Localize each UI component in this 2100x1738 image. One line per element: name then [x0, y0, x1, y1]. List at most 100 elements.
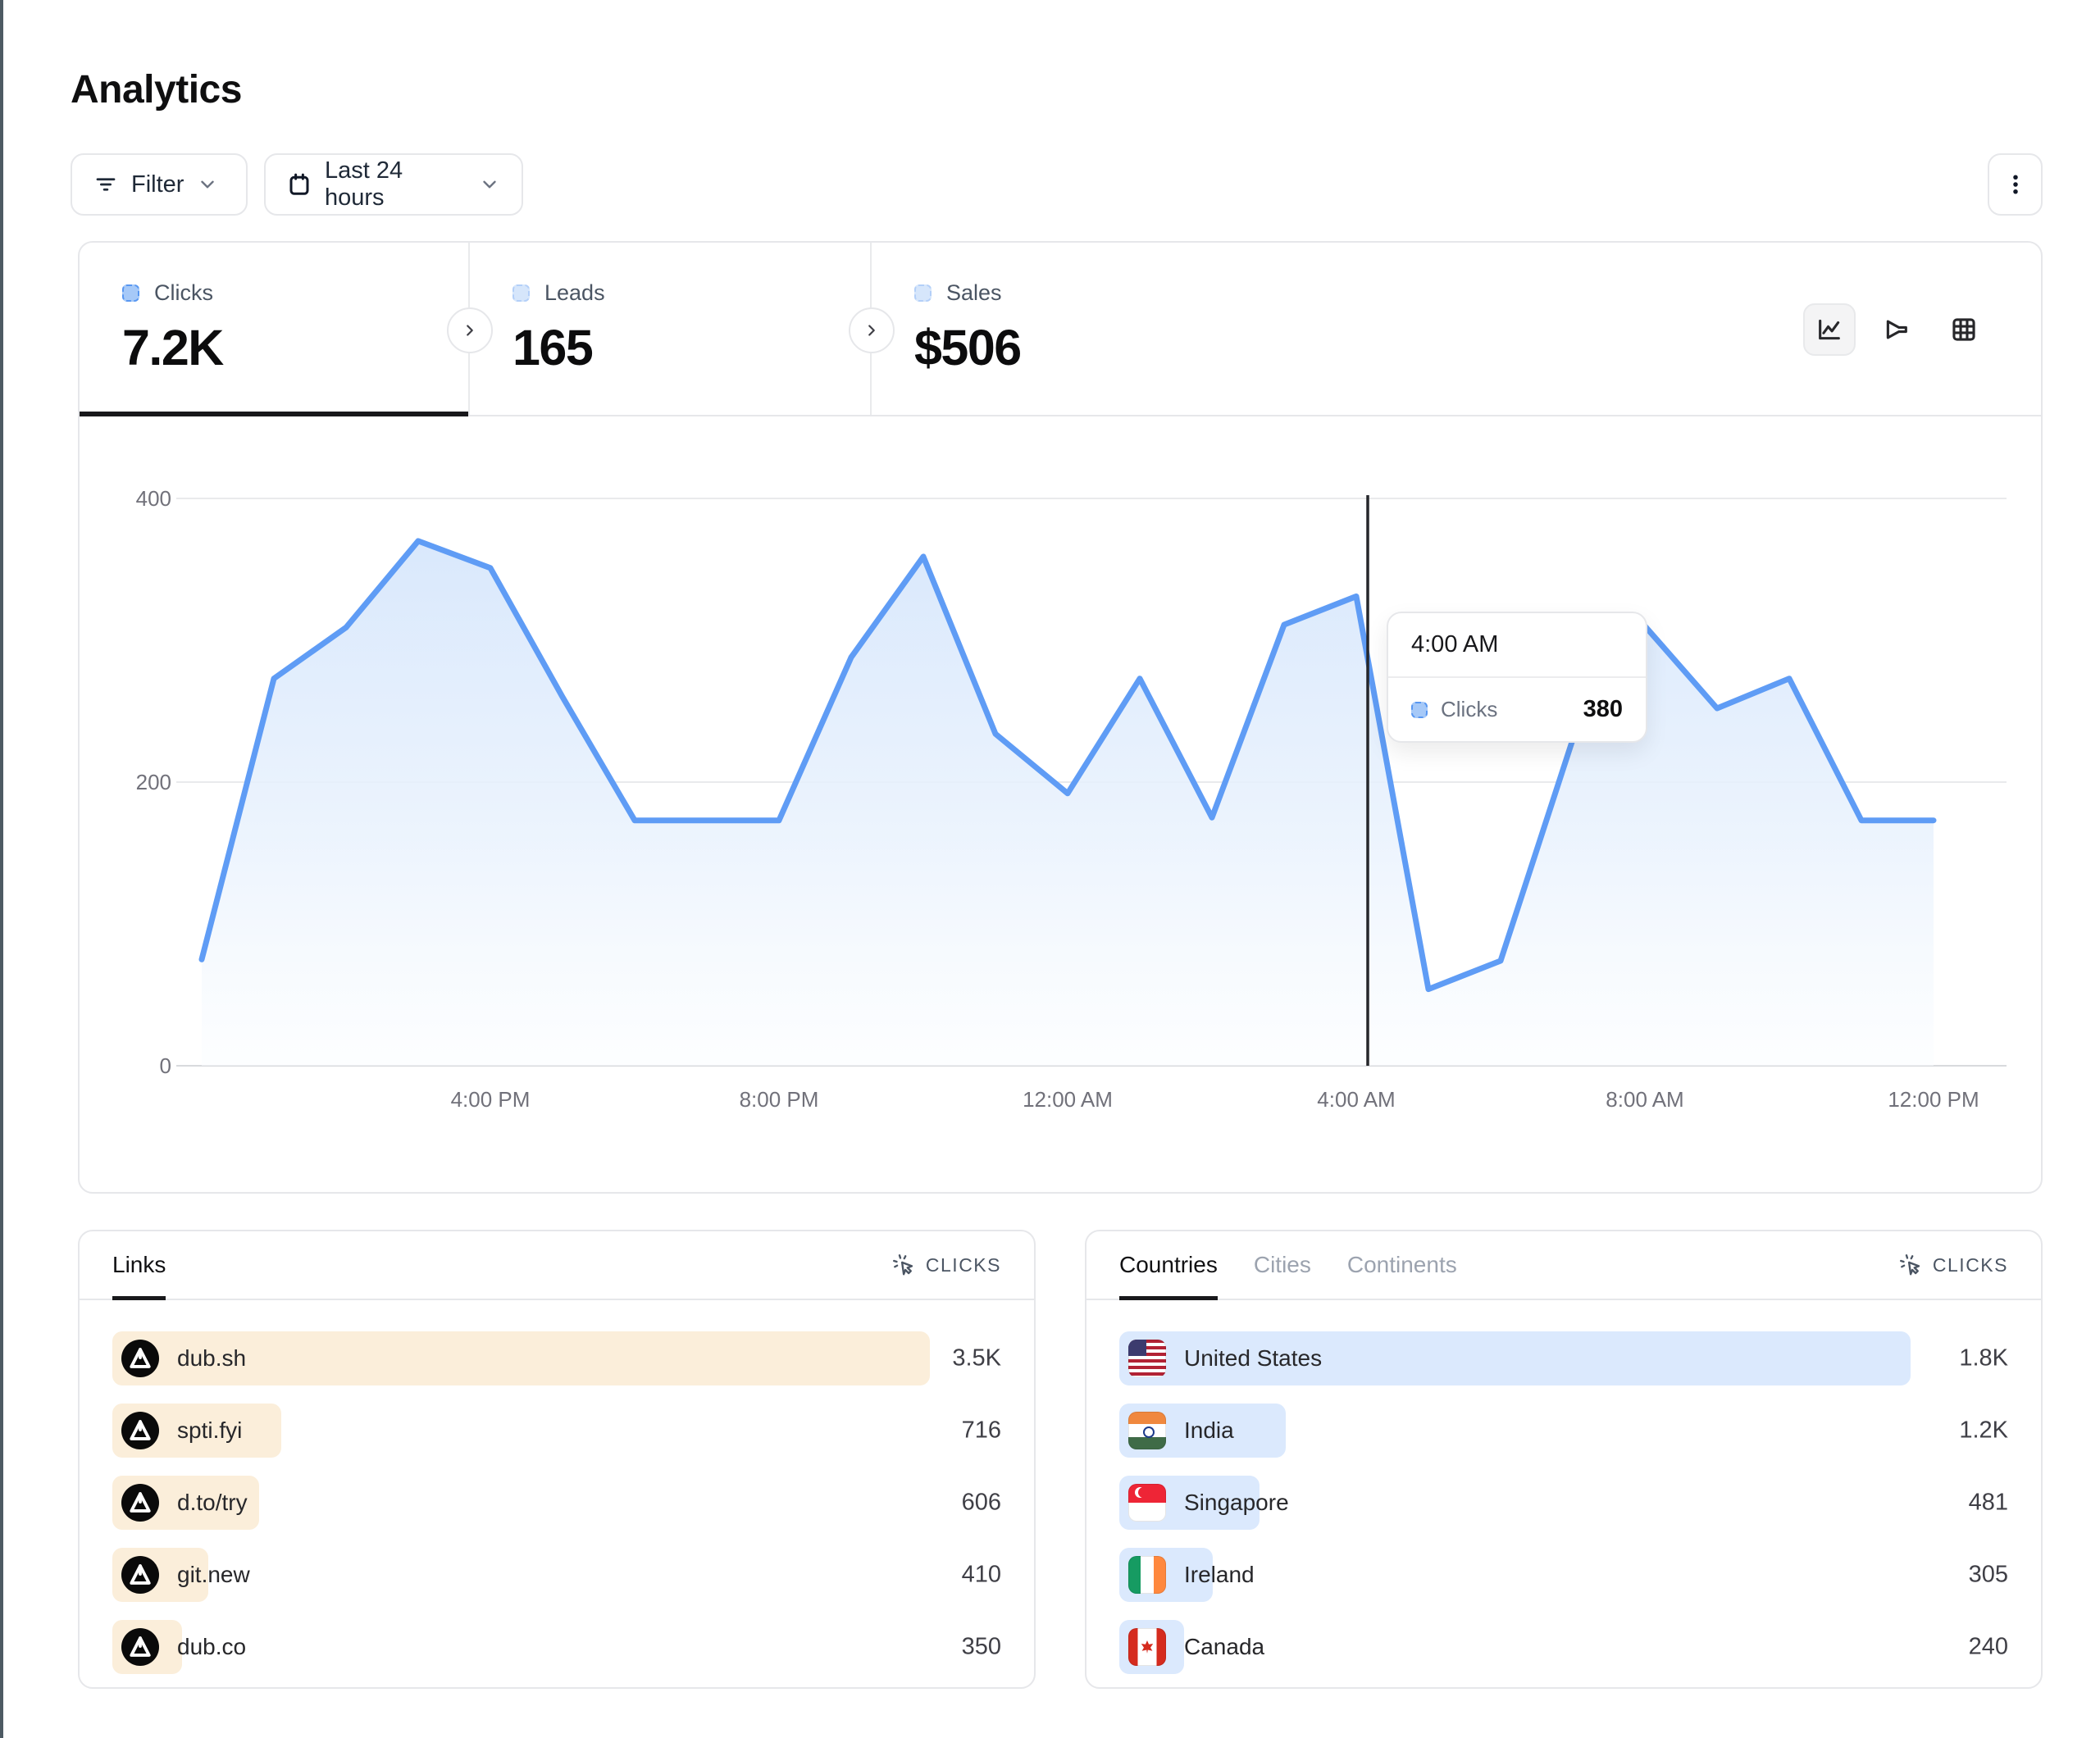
link-row-value: 606 [961, 1489, 1001, 1516]
flag-sg-icon [1128, 1484, 1166, 1522]
flag-in-icon [1128, 1412, 1166, 1449]
calendar-icon [287, 172, 312, 197]
geo-row[interactable]: India 1.2K [1119, 1404, 2008, 1458]
tab-continents[interactable]: Continents [1347, 1231, 1457, 1299]
geo-row[interactable]: Ireland 305 [1119, 1548, 2008, 1602]
line-chart-icon [1819, 319, 1840, 340]
tab-label: Cities [1253, 1252, 1311, 1277]
link-row-bar [112, 1331, 931, 1385]
link-row-value: 410 [961, 1561, 1001, 1588]
tab-cities[interactable]: Cities [1254, 1231, 1311, 1299]
date-range-button[interactable]: Last 24 hours [264, 153, 523, 216]
geo-row-bar [1119, 1331, 1911, 1385]
flag-us-icon [1128, 1340, 1166, 1377]
tab-label: Continents [1346, 1252, 1457, 1277]
link-row[interactable]: d.to/try 606 [112, 1476, 1001, 1530]
links-metric-selector[interactable]: CLICKS [891, 1231, 1001, 1299]
x-axis-label: 12:00 PM [1888, 1087, 1979, 1112]
link-row-value: 3.5K [952, 1344, 1001, 1372]
analytics-card: Clicks 7.2K Leads 165 Sales $506 [78, 241, 2043, 1194]
tooltip-value: 380 [1583, 696, 1623, 722]
clicks-series-marker [1411, 701, 1428, 718]
cursor-click-icon [1898, 1253, 1923, 1277]
geo-row-value: 240 [1968, 1633, 2008, 1660]
link-row-value: 350 [961, 1633, 1001, 1660]
geo-row[interactable]: United States 1.8K [1119, 1331, 2008, 1385]
window-left-edge [0, 0, 3, 1738]
geo-row-name: Ireland [1184, 1562, 1255, 1587]
active-tab-underline [80, 412, 468, 416]
clicks-series-marker [122, 284, 139, 302]
line-chart-view-button[interactable] [1803, 303, 1856, 356]
link-row-name: git.new [177, 1562, 250, 1587]
geo-row-value: 1.2K [1959, 1417, 2008, 1444]
tooltip-time: 4:00 AM [1388, 613, 1646, 678]
link-row-name: dub.sh [177, 1345, 247, 1371]
geo-row-value: 1.8K [1959, 1344, 2008, 1372]
funnel-view-button[interactable] [1870, 303, 1923, 356]
geo-row[interactable]: Canada 240 [1119, 1620, 2008, 1674]
tab-clicks[interactable]: Clicks 7.2K [80, 243, 470, 416]
sales-value: $506 [914, 320, 1022, 375]
stat-label: Sales [946, 280, 1002, 305]
geo-row-name: Canada [1184, 1634, 1265, 1659]
page-title: Analytics [71, 68, 242, 111]
geo-panel: Countries Cities Continents CLICKS Unite… [1085, 1230, 2043, 1689]
chart-tooltip: 4:00 AM Clicks 380 [1387, 612, 1647, 743]
link-row[interactable]: git.new 410 [112, 1548, 1001, 1602]
link-row[interactable]: spti.fyi 716 [112, 1404, 1001, 1458]
x-axis-label: 8:00 AM [1606, 1087, 1683, 1112]
chart-view-toggles [1803, 303, 1990, 356]
cursor-click-icon [891, 1253, 916, 1277]
tab-links[interactable]: Links [112, 1231, 166, 1300]
y-axis-label: 200 [136, 770, 171, 794]
stat-chevron-button[interactable] [849, 307, 895, 353]
flag-ca-icon [1128, 1628, 1166, 1666]
filter-button-label: Filter [131, 171, 184, 198]
tab-leads[interactable]: Leads 165 [470, 243, 872, 415]
chevron-down-icon [197, 174, 218, 195]
filter-button[interactable]: Filter [71, 153, 248, 216]
tab-countries[interactable]: Countries [1119, 1231, 1218, 1300]
link-row[interactable]: dub.sh 3.5K [112, 1331, 1001, 1385]
y-axis-label: 0 [160, 1053, 171, 1078]
link-row[interactable]: dub.co 350 [112, 1620, 1001, 1674]
x-axis-label: 4:00 AM [1317, 1087, 1395, 1112]
stat-label: Leads [544, 280, 605, 305]
clicks-value: 7.2K [122, 320, 224, 375]
geo-row[interactable]: Singapore 481 [1119, 1476, 2008, 1530]
tab-label: Links [112, 1252, 166, 1277]
x-axis-label: 8:00 PM [740, 1087, 819, 1112]
stats-tabs: Clicks 7.2K Leads 165 Sales $506 [80, 243, 2041, 416]
geo-row-name: United States [1184, 1345, 1323, 1371]
metric-label: CLICKS [1932, 1253, 2008, 1276]
stat-label: Clicks [154, 280, 213, 305]
chevron-right-icon [467, 325, 473, 336]
grid-table-icon [1952, 318, 1975, 341]
tab-label: Countries [1119, 1252, 1218, 1277]
geo-row-value: 481 [1968, 1489, 2008, 1516]
dub-logo-icon [121, 1340, 159, 1377]
clicks-area-chart[interactable]: 0 200 400 4:00 PM 8:00 PM 12:00 AM 4:00 AM 8:00… [80, 416, 2041, 1192]
chevron-right-icon [868, 325, 875, 336]
date-range-label: Last 24 hours [325, 157, 403, 211]
x-axis-label: 4:00 PM [451, 1087, 531, 1112]
more-options-button[interactable] [1988, 153, 2043, 216]
sales-series-marker [914, 284, 932, 302]
flag-ie-icon [1128, 1556, 1166, 1594]
dub-logo-icon [121, 1628, 159, 1666]
x-axis-label: 12:00 AM [1023, 1087, 1113, 1112]
link-row-name: spti.fyi [177, 1417, 243, 1443]
y-axis-label: 400 [136, 486, 171, 511]
chart-canvas: 0 200 400 4:00 PM 8:00 PM 12:00 AM 4:00 AM 8:00… [136, 486, 2007, 1112]
metric-label: CLICKS [925, 1253, 1001, 1276]
dub-logo-icon [121, 1412, 159, 1449]
dub-logo-icon [121, 1556, 159, 1594]
tab-sales[interactable]: Sales $506 [872, 243, 1298, 415]
geo-metric-selector[interactable]: CLICKS [1898, 1231, 2008, 1299]
stat-chevron-button[interactable] [447, 307, 493, 353]
table-view-button[interactable] [1938, 303, 1990, 356]
dub-logo-icon [121, 1484, 159, 1522]
filter-icon [93, 172, 118, 197]
tooltip-series-label: Clicks [1441, 697, 1498, 721]
